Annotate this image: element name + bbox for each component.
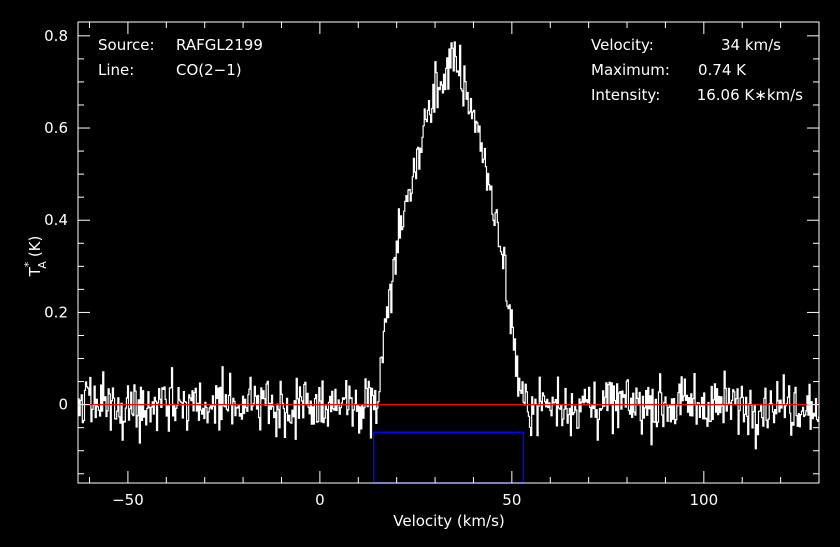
y-axis-label-main: T [26,266,44,277]
velocity-value: 34 km/s [721,36,781,54]
y-tick-label: 0.2 [44,303,68,321]
line-label: Line: [98,61,134,79]
x-tick-label: 50 [502,491,521,509]
integration-window [372,431,525,484]
plot-frame [77,21,820,484]
velocity-label: Velocity: [591,36,654,54]
line-value: CO(2−1) [176,61,242,79]
intensity-label: Intensity: [591,86,660,104]
source-label: Source: [98,36,155,54]
intensity-value: 16.06 K∗km/s [697,86,803,104]
source-value: RAFGL2199 [176,36,263,54]
y-tick-label: 0.4 [44,211,68,229]
svg-text:T*A(K): T*A (K) [22,236,49,278]
x-tick-label: −50 [112,491,144,509]
y-axis-label-sub: A [36,261,49,269]
x-tick-label: 0 [315,491,325,509]
maximum-value: 0.74 K [698,61,747,79]
maximum-label: Maximum: [591,61,670,79]
x-axis-label: Velocity (km/s) [393,512,504,530]
spectrum-line [78,41,820,450]
y-tick-label: 0.8 [44,27,68,45]
y-axis-label-sup: * [22,261,35,267]
x-tick-label: 100 [689,491,718,509]
y-tick-label: 0.6 [44,119,68,137]
y-axis-label: T*A (K) [22,236,49,278]
y-tick-label: 0 [58,396,68,414]
y-axis-label-unit: (K) [26,236,44,258]
